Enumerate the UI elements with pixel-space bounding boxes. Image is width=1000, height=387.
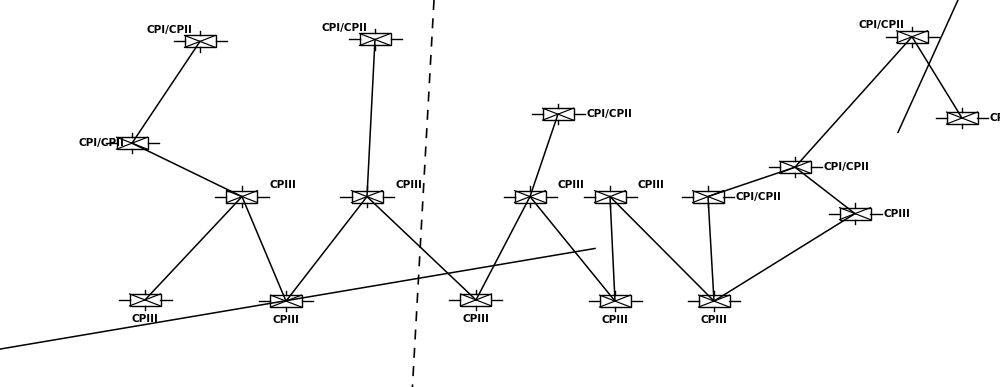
Text: CPI/CPII: CPI/CPII bbox=[858, 20, 904, 30]
Bar bbox=[270, 295, 302, 307]
Bar bbox=[780, 161, 811, 173]
Text: CPIII: CPIII bbox=[463, 314, 489, 324]
Bar bbox=[352, 191, 382, 203]
Text: CPIII: CPIII bbox=[883, 209, 910, 219]
Bar bbox=[130, 294, 160, 306]
Text: CPI/CPII: CPI/CPII bbox=[823, 162, 869, 172]
Bar bbox=[698, 295, 730, 307]
Bar bbox=[360, 33, 390, 45]
Bar bbox=[116, 137, 148, 149]
Text: CPIII: CPIII bbox=[558, 180, 585, 190]
Text: CPIII: CPIII bbox=[638, 180, 665, 190]
Text: CPI/CPII: CPI/CPII bbox=[736, 192, 782, 202]
Text: CPI/CPII: CPI/CPII bbox=[990, 113, 1000, 123]
Bar bbox=[840, 207, 870, 220]
Bar bbox=[692, 191, 724, 203]
Text: CPIII: CPIII bbox=[132, 314, 158, 324]
Bar bbox=[594, 191, 626, 203]
Text: CPI/CPII: CPI/CPII bbox=[586, 109, 632, 119]
Text: CPIII: CPIII bbox=[602, 315, 628, 325]
Text: CPIII: CPIII bbox=[395, 180, 422, 190]
Text: CPI/CPII: CPI/CPII bbox=[78, 138, 124, 148]
Text: CPI/CPII: CPI/CPII bbox=[146, 25, 192, 35]
Text: CPIII: CPIII bbox=[273, 315, 299, 325]
Bar bbox=[184, 35, 216, 47]
Bar bbox=[543, 108, 574, 120]
Bar bbox=[897, 31, 928, 43]
Bar bbox=[515, 191, 546, 203]
Bar bbox=[460, 294, 491, 306]
Text: CPI/CPII: CPI/CPII bbox=[321, 23, 367, 33]
Bar bbox=[946, 112, 978, 124]
Bar bbox=[600, 295, 631, 307]
Bar bbox=[226, 191, 257, 203]
Text: CPIII: CPIII bbox=[701, 315, 727, 325]
Text: CPIII: CPIII bbox=[270, 180, 297, 190]
